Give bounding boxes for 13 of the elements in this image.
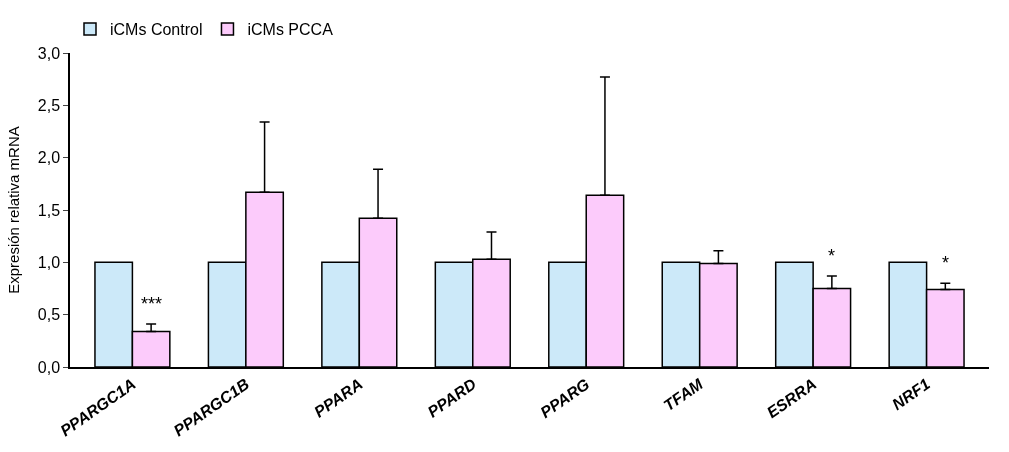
y-axis-title: Expresión relativa mRNA	[4, 126, 22, 294]
legend-label: iCMs PCCA	[247, 21, 334, 39]
y-tick-label: 2,0	[37, 149, 61, 167]
y-tick-label: 1,0	[37, 253, 61, 271]
annotation: *	[942, 253, 950, 273]
y-tick-label: 0,5	[37, 306, 61, 324]
y-tick-label: 3,0	[37, 44, 61, 62]
y-tick-label: 2,5	[37, 96, 61, 114]
y-tick-label: 0,0	[37, 358, 61, 376]
legend-label: iCMs Control	[110, 21, 203, 39]
annotation: ***	[141, 294, 163, 314]
y-tick-label: 1,5	[37, 201, 61, 219]
annotation: *	[828, 246, 836, 266]
